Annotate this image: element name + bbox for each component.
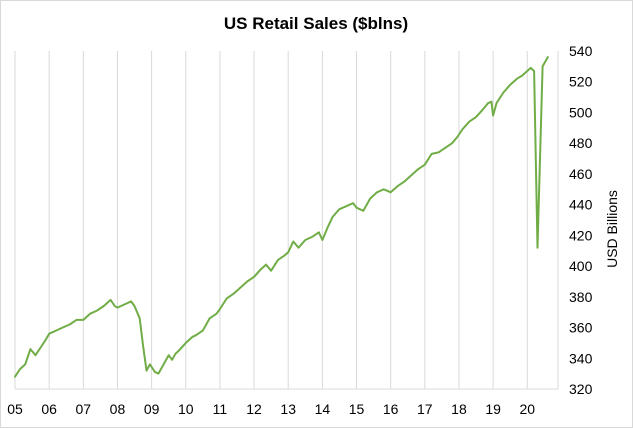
- x-tick-label: 19: [485, 401, 501, 417]
- y-tick-label: 340: [569, 350, 593, 366]
- y-axis-title: USD Billions: [604, 190, 620, 268]
- x-tick-label: 10: [178, 401, 194, 417]
- y-tick-label: 380: [569, 289, 593, 305]
- x-tick-label: 08: [110, 401, 126, 417]
- series-group: [14, 56, 549, 378]
- y-tick-label: 520: [569, 74, 593, 90]
- x-tick-label: 06: [41, 401, 57, 417]
- y-tick-labels: 320 340 360 380 400 420 440 460 480 500 520 540: [569, 43, 593, 397]
- y-tick-label: 540: [569, 43, 593, 59]
- x-tick-label: 16: [383, 401, 399, 417]
- x-tick-label: 15: [349, 401, 365, 417]
- x-tick-label: 11: [213, 401, 228, 417]
- y-tick-label: 480: [569, 135, 593, 151]
- x-tick-label: 13: [280, 401, 296, 417]
- x-tick-label: 17: [417, 401, 433, 417]
- x-tick-label: 09: [144, 401, 160, 417]
- x-tick-label: 05: [7, 401, 23, 417]
- y-tick-label: 400: [569, 258, 593, 274]
- y-tick-label: 460: [569, 166, 593, 182]
- series-line: [14, 56, 549, 378]
- x-tick-label: 07: [76, 401, 92, 417]
- x-tick-labels: 05 06 07 08 09 10 11 12 13 14 15 16 17 18 19 20: [7, 401, 535, 417]
- x-tick-label: 18: [451, 401, 467, 417]
- chart-title: US Retail Sales ($blns): [224, 14, 408, 33]
- y-tick-label: 360: [569, 320, 593, 336]
- y-tick-label: 320: [569, 381, 593, 397]
- x-tick-label: 14: [315, 401, 331, 417]
- x-tick-label: 20: [519, 401, 535, 417]
- gridlines: [14, 51, 559, 390]
- y-tick-label: 440: [569, 197, 593, 213]
- y-tick-label: 420: [569, 227, 593, 243]
- y-tick-label: 500: [569, 104, 593, 120]
- x-tick-label: 12: [246, 401, 262, 417]
